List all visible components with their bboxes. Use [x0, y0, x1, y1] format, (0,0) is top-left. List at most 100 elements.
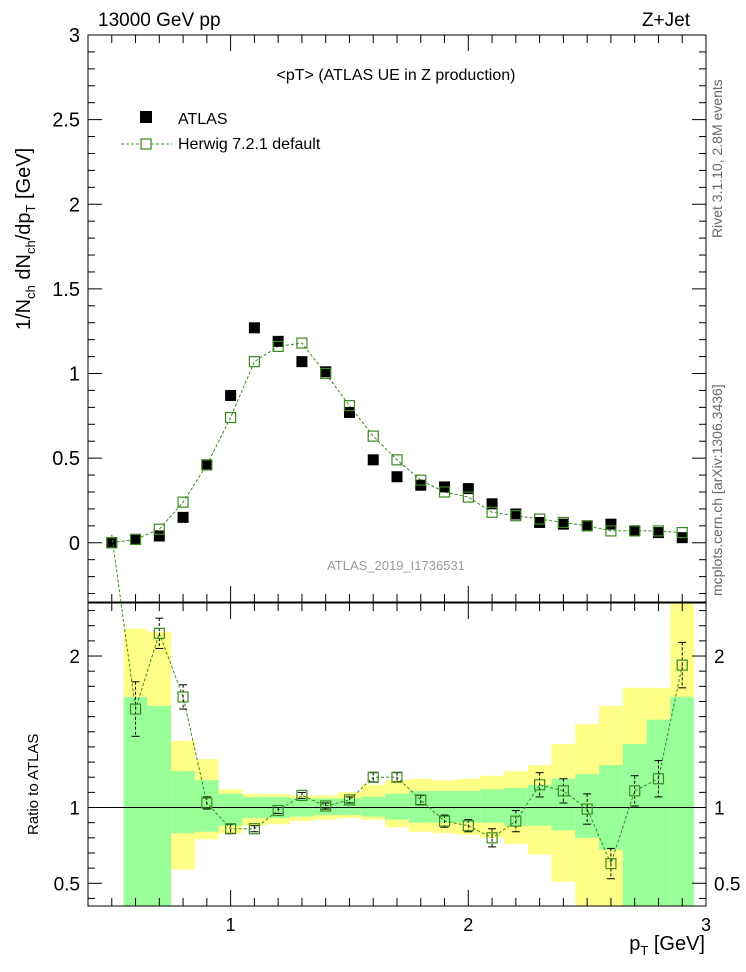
ratio-herwig-point — [415, 794, 427, 806]
ratio-y-tick-label-left: 1 — [69, 799, 80, 820]
legend-herwig-label: Herwig 7.2.1 default — [178, 136, 321, 153]
herwig-point — [248, 356, 260, 368]
atlas-point — [581, 520, 593, 532]
herwig-point — [534, 513, 546, 525]
ratio-herwig-point — [320, 800, 332, 812]
ratio-herwig-point — [557, 785, 569, 797]
ratio-herwig-point — [248, 823, 260, 835]
stat-uncertainty-band — [194, 780, 219, 832]
stat-uncertainty-band — [408, 790, 433, 823]
ratio-uncertainty-bands — [123, 603, 695, 906]
ratio-series-layer — [111, 534, 688, 880]
herwig-point — [581, 520, 593, 532]
atlas-point — [106, 537, 118, 549]
stat-uncertainty-band — [337, 798, 362, 816]
stat-uncertainty-band — [123, 696, 148, 906]
herwig-point — [629, 525, 641, 537]
herwig-line — [111, 342, 683, 544]
ratio-plot-panel: 1 2 30.5 0.51 12 2 Ratio to ATLAS pT [GeV] — [25, 534, 741, 958]
mcplots-label: mcplots.cern.ch [arXiv:1306.3436] — [709, 384, 725, 596]
ratio-y-tick-label-left: 2 — [69, 647, 80, 668]
herwig-point — [676, 527, 688, 539]
ratio-herwig-point — [201, 797, 213, 809]
ratio-herwig-point — [177, 691, 189, 703]
ratio-x-tick-label: 3 — [701, 915, 711, 935]
x-axis-label: pT [GeV] — [629, 933, 705, 958]
herwig-point — [605, 525, 617, 537]
main-plot-panel: 0 0.5 1 1.5 2 2.5 3 ATLAS_2019_I1736531 <pT> (… — [13, 25, 707, 603]
ratio-herwig-point — [605, 857, 617, 870]
main-y-tick-label: 2 — [69, 194, 80, 216]
main-y-tick-label: 2.5 — [52, 110, 80, 132]
main-y-tick-label: 1 — [69, 364, 80, 386]
herwig-point — [415, 474, 427, 486]
atlas-point — [462, 483, 474, 495]
ratio-herwig-point — [225, 823, 237, 835]
ratio-herwig-point — [367, 771, 379, 783]
ratio-herwig-point — [629, 785, 641, 797]
ratio-x-tick-label: 2 — [463, 915, 473, 935]
atlas-point — [296, 356, 308, 368]
stat-uncertainty-band — [670, 696, 695, 906]
atlas-point — [557, 518, 569, 530]
ratio-x-tick-label: 1 — [226, 915, 236, 935]
main-y-tick-label: 0.5 — [52, 448, 80, 470]
atlas-point — [130, 533, 142, 545]
ratio-herwig-point — [462, 820, 474, 832]
process-label: Z+Jet — [642, 10, 691, 31]
stat-uncertainty-band — [385, 793, 409, 820]
herwig-point — [391, 454, 403, 466]
legend-atlas-marker — [140, 111, 152, 123]
herwig-point — [272, 340, 284, 353]
herwig-point — [367, 430, 379, 442]
stat-uncertainty-band — [361, 796, 386, 817]
ratio-y-tick-label-left: 0.5 — [54, 874, 80, 895]
main-series-layer — [106, 322, 688, 549]
ratio-herwig-point — [391, 771, 403, 783]
ratio-y-axis-label: Ratio to ATLAS — [25, 734, 42, 835]
ratio-y-tick-label-right: 1 — [714, 799, 725, 820]
main-y-axis-label: 1/Nch dNch/dpT [GeV] — [13, 148, 38, 330]
main-frame — [87, 34, 707, 603]
atlas-point — [177, 511, 189, 523]
stat-uncertainty-band — [622, 743, 647, 906]
stat-uncertainty-band — [432, 790, 457, 823]
stat-uncertainty-band — [456, 790, 481, 823]
ratio-herwig-point — [343, 794, 356, 806]
stat-uncertainty-band — [171, 771, 195, 834]
ratio-herwig-point — [153, 627, 165, 639]
herwig-point — [296, 337, 308, 349]
ratio-herwig-point — [129, 703, 142, 715]
herwig-point — [177, 496, 189, 508]
stat-uncertainty-band — [646, 719, 671, 906]
ratio-y-tick-label-right: 2 — [714, 647, 725, 668]
atlas-point — [534, 516, 546, 528]
atlas-point — [629, 525, 641, 537]
herwig-point — [129, 533, 142, 545]
atlas-point — [320, 366, 332, 378]
ratio-herwig-point — [486, 832, 498, 844]
herwig-point — [225, 411, 237, 424]
atlas-point — [225, 390, 237, 402]
stat-uncertainty-band — [480, 789, 504, 823]
ratio-herwig-point — [272, 804, 284, 817]
herwig-point — [438, 486, 451, 498]
herwig-point — [486, 506, 498, 518]
ratio-y-tick-label-right: 0.5 — [714, 874, 740, 895]
beam-energy-label: 13000 GeV pp — [98, 10, 221, 31]
ratio-herwig-point — [510, 815, 522, 827]
ratio-herwig-point — [652, 773, 665, 785]
ratio-herwig-point — [534, 779, 546, 791]
herwig-point — [201, 459, 213, 471]
ratio-herwig-point — [581, 803, 593, 815]
stat-uncertainty-band — [147, 706, 172, 906]
atlas-point — [248, 322, 260, 334]
herwig-point — [510, 510, 522, 522]
atlas-point — [652, 527, 664, 539]
ratio-herwig-point — [438, 815, 451, 827]
atlas-point — [153, 530, 165, 542]
atlas-point — [343, 406, 355, 418]
legend-herwig-marker — [140, 138, 152, 150]
ratio-tick-labels: 1 2 30.5 0.51 12 2 — [54, 647, 741, 935]
